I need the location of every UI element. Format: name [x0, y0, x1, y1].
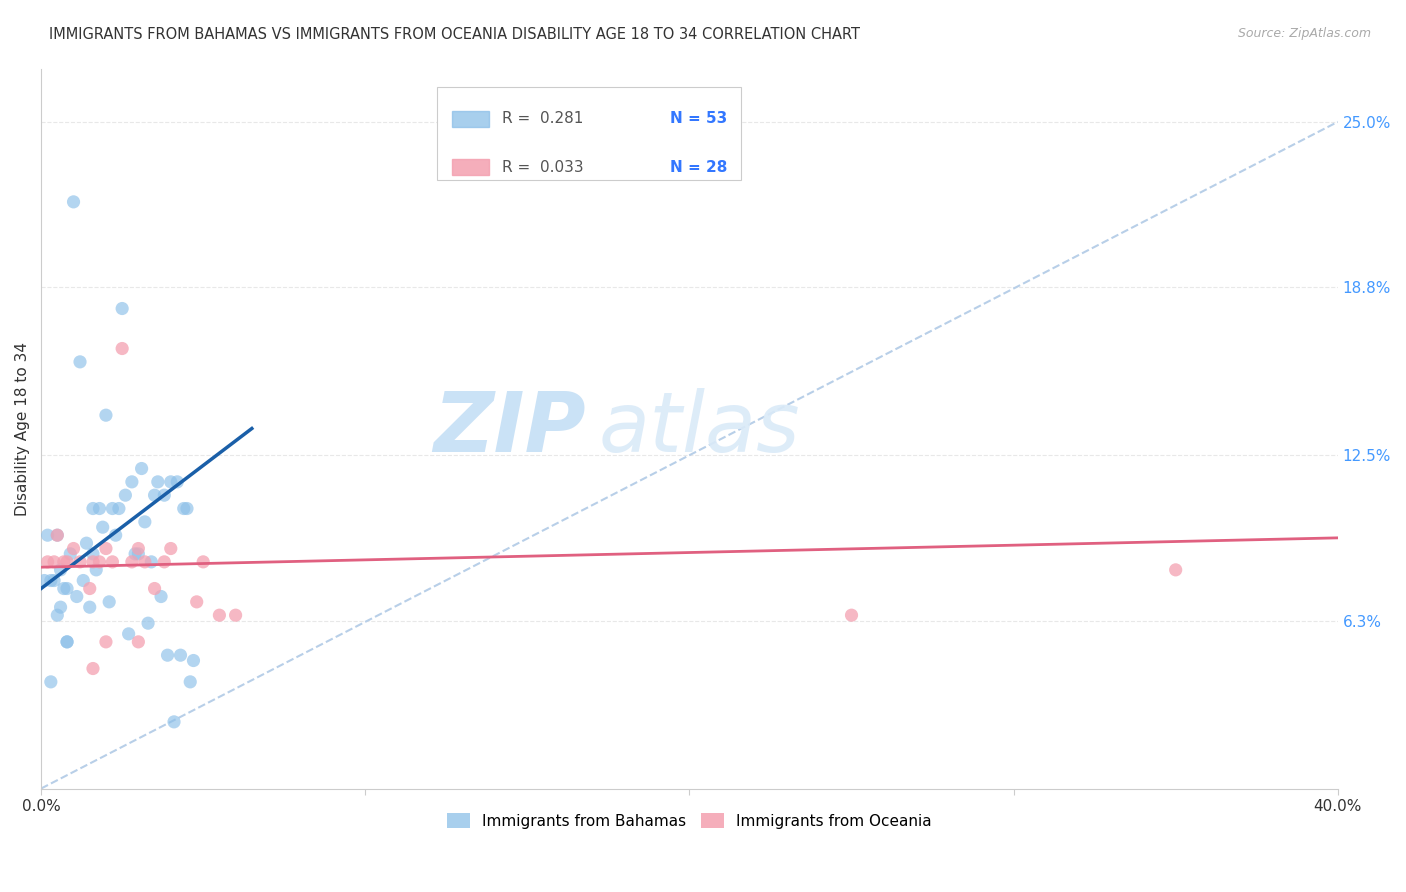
- Point: [153, 555, 176, 569]
- Bar: [453, 160, 489, 175]
- Point: [124, 547, 146, 561]
- Point: [72, 574, 94, 588]
- Point: [208, 608, 231, 623]
- Point: [52, 582, 75, 596]
- Point: [166, 475, 188, 489]
- Point: [841, 608, 863, 623]
- Point: [34, 574, 56, 588]
- Point: [98, 595, 121, 609]
- Point: [82, 555, 104, 569]
- Point: [163, 714, 186, 729]
- Text: N = 53: N = 53: [671, 112, 727, 127]
- Point: [156, 648, 179, 663]
- Point: [56, 635, 79, 649]
- Point: [49, 563, 72, 577]
- Point: [91, 520, 114, 534]
- Legend: Immigrants from Bahamas, Immigrants from Oceania: Immigrants from Bahamas, Immigrants from…: [440, 806, 938, 835]
- Point: [82, 547, 104, 561]
- Point: [39, 674, 62, 689]
- Point: [56, 582, 79, 596]
- Point: [186, 595, 208, 609]
- Point: [37, 528, 59, 542]
- Text: ZIP: ZIP: [433, 388, 586, 469]
- Point: [117, 627, 139, 641]
- Point: [76, 536, 98, 550]
- Text: R =  0.281: R = 0.281: [502, 112, 583, 127]
- Point: [150, 590, 173, 604]
- Point: [146, 475, 169, 489]
- Bar: [453, 111, 489, 127]
- Point: [141, 555, 163, 569]
- FancyBboxPatch shape: [437, 87, 741, 180]
- Point: [46, 608, 69, 623]
- Point: [108, 501, 131, 516]
- Point: [37, 555, 59, 569]
- Point: [114, 488, 136, 502]
- Point: [134, 555, 156, 569]
- Point: [104, 528, 127, 542]
- Point: [176, 501, 198, 516]
- Point: [84, 563, 107, 577]
- Point: [111, 301, 134, 316]
- Point: [159, 541, 181, 556]
- Point: [111, 342, 134, 356]
- Point: [89, 555, 111, 569]
- Point: [1164, 563, 1187, 577]
- Point: [121, 475, 143, 489]
- Point: [127, 541, 149, 556]
- Point: [94, 408, 117, 422]
- Point: [143, 582, 166, 596]
- Text: Source: ZipAtlas.com: Source: ZipAtlas.com: [1237, 27, 1371, 40]
- Point: [143, 488, 166, 502]
- Point: [127, 547, 149, 561]
- Point: [225, 608, 247, 623]
- Point: [94, 635, 117, 649]
- Point: [69, 555, 91, 569]
- Point: [136, 616, 159, 631]
- Point: [49, 600, 72, 615]
- Point: [101, 555, 124, 569]
- Text: R =  0.033: R = 0.033: [502, 160, 583, 175]
- Y-axis label: Disability Age 18 to 34: Disability Age 18 to 34: [15, 342, 30, 516]
- Point: [131, 461, 153, 475]
- Text: atlas: atlas: [599, 388, 800, 469]
- Point: [62, 541, 84, 556]
- Point: [79, 600, 101, 615]
- Point: [46, 528, 69, 542]
- Point: [82, 661, 104, 675]
- Point: [159, 475, 181, 489]
- Point: [66, 590, 89, 604]
- Point: [101, 501, 124, 516]
- Point: [42, 574, 65, 588]
- Point: [56, 555, 79, 569]
- Point: [46, 528, 69, 542]
- Point: [169, 648, 191, 663]
- Point: [153, 488, 176, 502]
- Point: [69, 355, 91, 369]
- Point: [94, 541, 117, 556]
- Point: [173, 501, 195, 516]
- Point: [56, 635, 79, 649]
- Point: [82, 501, 104, 516]
- Point: [39, 574, 62, 588]
- Point: [89, 501, 111, 516]
- Point: [79, 582, 101, 596]
- Point: [183, 653, 205, 667]
- Point: [121, 555, 143, 569]
- Point: [59, 547, 82, 561]
- Point: [52, 555, 75, 569]
- Text: IMMIGRANTS FROM BAHAMAS VS IMMIGRANTS FROM OCEANIA DISABILITY AGE 18 TO 34 CORRE: IMMIGRANTS FROM BAHAMAS VS IMMIGRANTS FR…: [49, 27, 860, 42]
- Point: [193, 555, 215, 569]
- Point: [62, 194, 84, 209]
- Point: [134, 515, 156, 529]
- Point: [127, 635, 149, 649]
- Text: N = 28: N = 28: [671, 160, 727, 175]
- Point: [42, 555, 65, 569]
- Point: [179, 674, 201, 689]
